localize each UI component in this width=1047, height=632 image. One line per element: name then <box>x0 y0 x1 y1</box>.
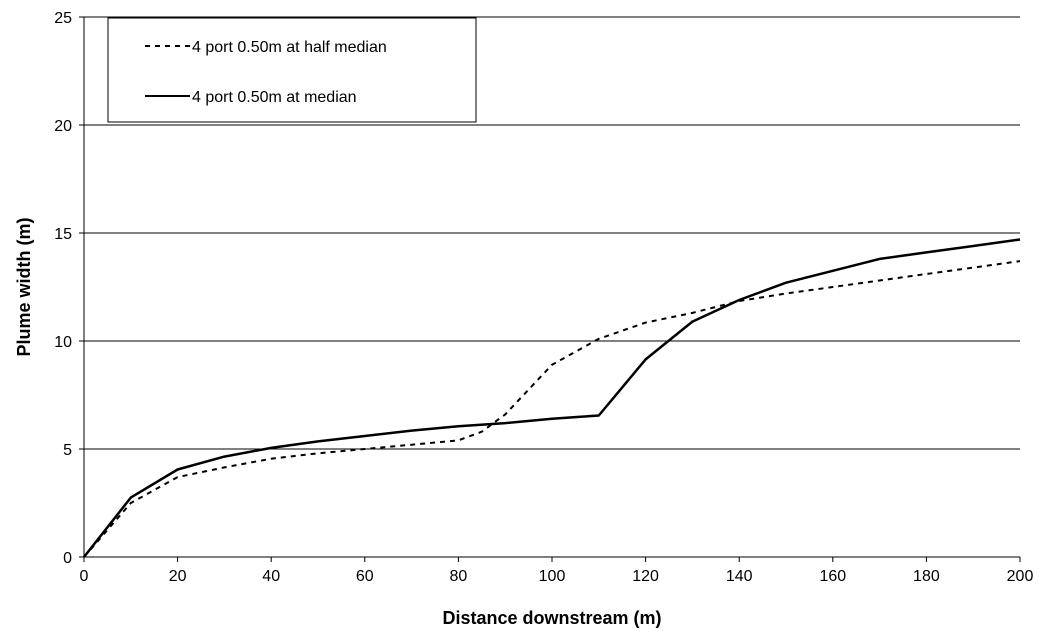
x-axis-title: Distance downstream (m) <box>442 608 661 628</box>
legend-box <box>107 17 477 123</box>
x-tick-label: 160 <box>819 568 846 585</box>
x-tick-label: 120 <box>632 568 659 585</box>
x-tick-label: 80 <box>450 568 468 585</box>
series-line-half-median <box>83 260 1021 558</box>
x-tick-label: 140 <box>726 568 753 585</box>
gridlines <box>84 16 1020 450</box>
x-tick-label: 100 <box>539 568 566 585</box>
y-tick-label: 0 <box>63 550 72 567</box>
y-axis-title: Plume width (m) <box>14 217 34 356</box>
legend-label-half-median: 4 port 0.50m at half median <box>192 39 387 56</box>
y-tick-label: 15 <box>54 226 72 243</box>
legend: 4 port 0.50m at half median 4 port 0.50m… <box>107 17 477 123</box>
legend-label-median: 4 port 0.50m at median <box>192 89 357 106</box>
x-tick-label: 180 <box>913 568 940 585</box>
y-tick-label: 20 <box>54 118 72 135</box>
y-tick-label: 25 <box>54 10 72 27</box>
x-axis-ticks: 0 20 40 60 80 100 120 140 160 180 200 <box>80 557 1034 585</box>
series-layer <box>83 238 1021 558</box>
x-tick-label: 20 <box>169 568 187 585</box>
series-line-median <box>83 238 1021 558</box>
y-tick-label: 10 <box>54 334 72 351</box>
x-tick-label: 60 <box>356 568 374 585</box>
x-tick-label: 40 <box>262 568 280 585</box>
y-tick-label: 5 <box>63 442 72 459</box>
x-tick-label: 0 <box>80 568 89 585</box>
y-axis-ticks: 0 5 10 15 20 25 <box>54 10 84 567</box>
x-tick-label: 200 <box>1007 568 1034 585</box>
